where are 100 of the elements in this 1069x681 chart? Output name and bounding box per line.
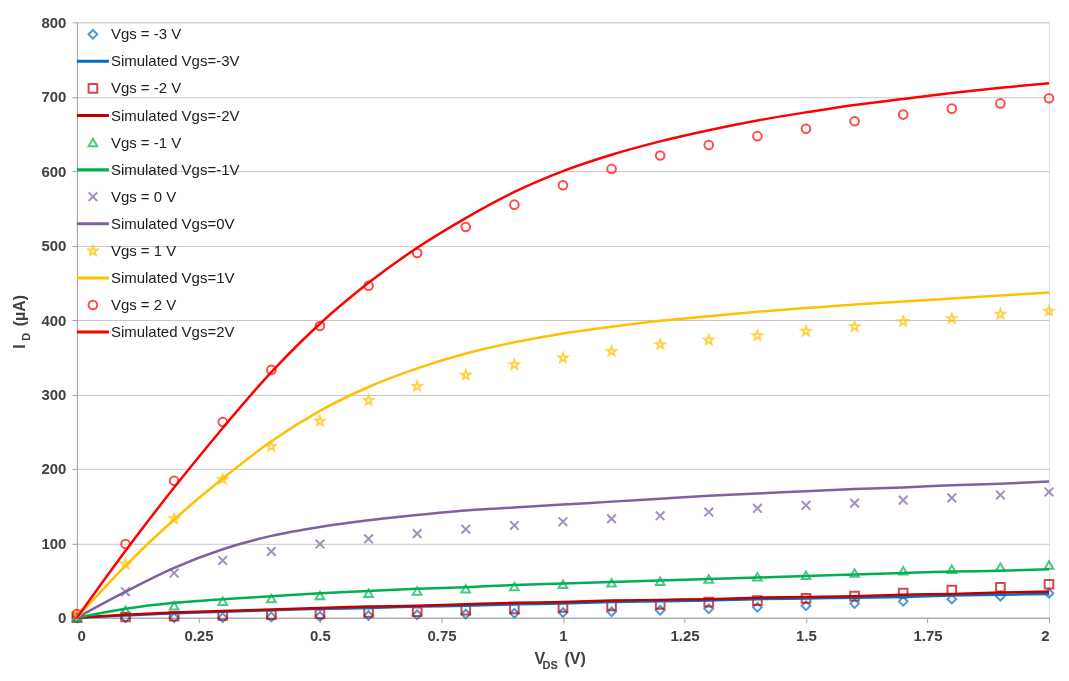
point — [363, 280, 374, 292]
point — [509, 520, 520, 531]
point — [217, 596, 229, 607]
point — [995, 562, 1006, 572]
legend-label: Vgs = 1 V — [110, 241, 177, 259]
point — [849, 568, 860, 578]
point — [266, 546, 277, 557]
point — [606, 163, 617, 175]
point — [1043, 560, 1055, 570]
y-tick-label: 100 — [41, 534, 67, 552]
point — [168, 475, 180, 487]
point — [363, 588, 374, 598]
point — [411, 528, 423, 539]
point — [168, 601, 180, 611]
point — [606, 578, 617, 588]
legend-label: Vgs = 2 V — [110, 296, 177, 314]
point — [897, 494, 909, 506]
point — [849, 590, 860, 602]
legend-label: Vgs = -2 V — [110, 79, 182, 97]
x-tick-label: 0.25 — [184, 627, 214, 645]
legend-label: Vgs = -3 V — [110, 25, 182, 43]
point — [460, 583, 472, 594]
y-tick-label: 600 — [41, 162, 67, 180]
point — [1043, 92, 1055, 104]
y-tick-label: 700 — [41, 88, 67, 106]
x-tick-label: 0.75 — [427, 627, 457, 645]
point — [703, 139, 715, 151]
point — [509, 581, 520, 592]
legend-label: Simulated Vgs=1V — [110, 268, 235, 286]
y-axis-title: ID (µA) — [10, 294, 32, 349]
point — [557, 179, 569, 191]
point — [654, 604, 666, 616]
legend-label: Vgs = -1 V — [110, 133, 182, 151]
point — [800, 600, 812, 612]
point — [266, 593, 277, 604]
point — [509, 607, 520, 619]
y-tick-label: 200 — [41, 460, 67, 478]
y-tick-label: 400 — [41, 311, 67, 329]
point — [654, 150, 666, 161]
point — [849, 497, 860, 509]
y-tick-label: 0 — [58, 609, 67, 627]
point — [703, 574, 715, 584]
point — [849, 598, 860, 609]
point — [314, 538, 326, 550]
point — [752, 601, 763, 613]
point — [654, 510, 666, 522]
y-tick-label: 300 — [41, 385, 67, 403]
point — [995, 98, 1006, 109]
point — [460, 221, 472, 233]
legend-label: Simulated Vgs=2V — [110, 323, 235, 341]
legend-label: Simulated Vgs=-2V — [110, 106, 240, 124]
point — [557, 516, 569, 528]
x-tick-label: 0 — [77, 627, 86, 645]
x-tick-label: 1.25 — [670, 627, 700, 645]
point — [752, 595, 763, 606]
legend-label: Vgs = 0 V — [110, 187, 177, 205]
point — [217, 416, 229, 428]
point — [995, 489, 1006, 501]
x-tick-label: 1.5 — [796, 627, 817, 645]
point — [703, 506, 715, 518]
point — [800, 123, 812, 135]
point — [703, 596, 715, 608]
point — [266, 364, 277, 376]
point — [946, 492, 958, 504]
point — [946, 564, 958, 575]
legend-label: Simulated Vgs=0V — [110, 214, 235, 232]
y-tick-label: 800 — [41, 13, 67, 31]
point — [460, 523, 472, 535]
point — [752, 130, 763, 142]
point — [800, 500, 812, 511]
point — [460, 608, 472, 620]
point — [800, 570, 812, 581]
point — [946, 103, 958, 114]
point — [703, 603, 715, 615]
point — [411, 586, 423, 596]
point — [654, 576, 666, 587]
point — [800, 593, 812, 604]
point — [995, 581, 1006, 593]
point — [557, 607, 569, 618]
point — [120, 538, 131, 550]
point — [752, 572, 763, 582]
point — [897, 587, 909, 599]
x-tick-label: 1.75 — [913, 627, 943, 645]
x-tick-label: 0.5 — [310, 627, 331, 645]
point — [897, 566, 909, 576]
point — [849, 115, 860, 127]
legend-label: Simulated Vgs=-1V — [110, 160, 240, 178]
point — [363, 533, 374, 545]
point — [897, 109, 909, 120]
point — [606, 513, 617, 525]
point — [752, 503, 763, 514]
point — [1043, 578, 1055, 590]
point — [557, 579, 569, 589]
point — [995, 590, 1006, 602]
point — [411, 247, 423, 259]
point — [120, 586, 131, 598]
point — [168, 567, 180, 579]
y-tick-label: 500 — [41, 237, 67, 255]
legend-label: Simulated Vgs=-3V — [110, 52, 240, 70]
point — [1043, 486, 1055, 498]
